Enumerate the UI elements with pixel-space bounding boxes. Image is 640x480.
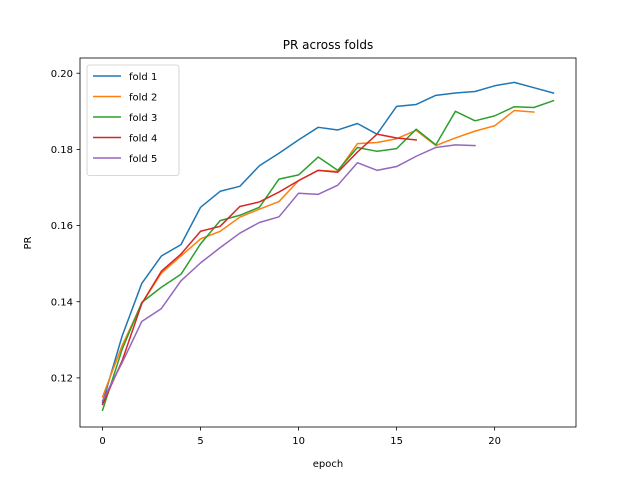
legend-label-fold-5: fold 5 (129, 154, 157, 165)
x-axis-label: epoch (313, 459, 343, 470)
legend: fold 1 fold 2 fold 3 fold 4 fold 5 (86, 64, 180, 176)
series-line-fold-4 (101, 133, 418, 406)
series-line-fold-3 (101, 99, 555, 412)
y-tick-label: 0.12 (51, 373, 73, 384)
series-line-fold-1 (101, 81, 555, 404)
legend-label-fold-1: fold 1 (129, 72, 157, 83)
chart-title: PR across folds (283, 38, 373, 52)
axes-frame (79, 57, 577, 428)
plot-area: 0 5 10 15 20 0.12 0.14 0.16 0.18 0.20 (51, 57, 577, 447)
y-tick-label: 0.20 (51, 69, 73, 80)
legend-label-fold-4: fold 4 (129, 134, 157, 145)
x-tick-label: 15 (390, 436, 403, 447)
series-line-fold-5 (101, 144, 476, 402)
y-tick-label: 0.18 (51, 145, 73, 156)
y-tick-label: 0.16 (51, 221, 73, 232)
y-tick-label: 0.14 (51, 297, 73, 308)
x-tick-label: 5 (197, 436, 203, 447)
y-axis-label: PR (23, 236, 34, 249)
legend-box (86, 64, 180, 176)
legend-label-fold-2: fold 2 (129, 93, 157, 104)
x-tick-label: 20 (488, 436, 501, 447)
x-tick-label: 10 (292, 436, 305, 447)
x-tick-label: 0 (99, 436, 105, 447)
legend-label-fold-3: fold 3 (129, 113, 157, 124)
